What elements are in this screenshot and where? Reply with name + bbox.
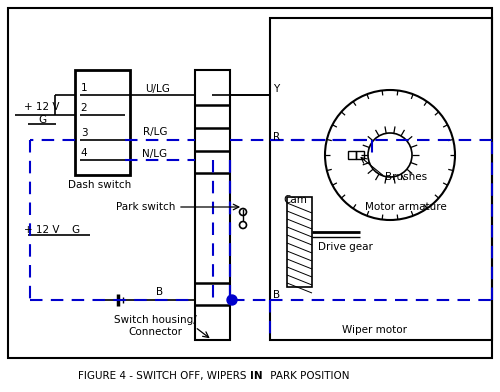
Text: Drive gear: Drive gear: [318, 242, 373, 252]
Text: G: G: [38, 115, 46, 125]
Text: Dash switch: Dash switch: [68, 180, 132, 190]
Circle shape: [227, 295, 237, 305]
Text: Wiper motor: Wiper motor: [342, 325, 407, 335]
Text: + 12 V: + 12 V: [24, 225, 60, 235]
Text: B: B: [156, 287, 164, 297]
Text: 3: 3: [80, 128, 87, 138]
Text: R/LG: R/LG: [143, 127, 167, 137]
Text: FIGURE 4 - SWITCH OFF, WIPERS: FIGURE 4 - SWITCH OFF, WIPERS: [78, 371, 250, 381]
Bar: [8, 8, 492, 358]
Text: U/LG: U/LG: [146, 84, 171, 94]
Bar: [195, 70, 230, 340]
Text: Y: Y: [273, 84, 279, 94]
Text: R: R: [273, 132, 280, 142]
Text: 4: 4: [80, 148, 87, 158]
Bar: [287, 197, 312, 287]
Text: IN: IN: [250, 371, 262, 381]
Text: PARK POSITION: PARK POSITION: [267, 371, 349, 381]
Text: Cam: Cam: [283, 195, 307, 205]
Bar: [348, 151, 356, 159]
Text: Switch housing/: Switch housing/: [114, 315, 196, 325]
Text: G: G: [71, 225, 79, 235]
Text: N/LG: N/LG: [142, 149, 168, 159]
Bar: [356, 151, 364, 159]
Text: Brushes: Brushes: [385, 172, 427, 182]
Text: Connector: Connector: [128, 327, 182, 337]
Bar: [75, 70, 130, 175]
Bar: [270, 18, 492, 340]
Text: Park switch: Park switch: [116, 202, 175, 212]
Text: B: B: [273, 290, 280, 300]
Text: + 12 V: + 12 V: [24, 102, 60, 112]
Text: 1: 1: [80, 83, 87, 93]
Text: 2: 2: [80, 103, 87, 113]
Text: Motor armature: Motor armature: [365, 202, 447, 212]
